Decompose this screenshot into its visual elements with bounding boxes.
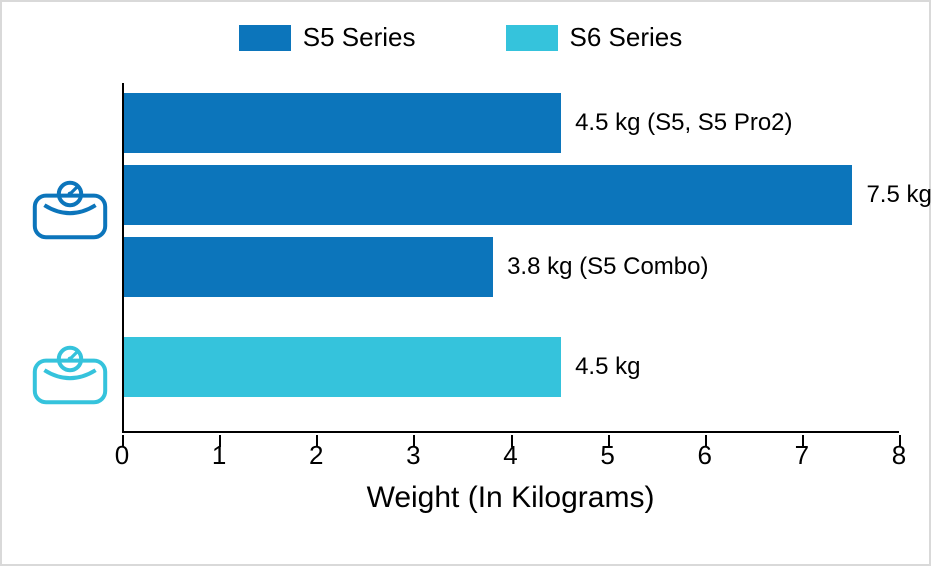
legend-label-s5: S5 Series (303, 22, 416, 53)
x-tick-label: 8 (892, 440, 906, 471)
bar-label-1: 7.5 kg (S5 Steam) (866, 181, 931, 209)
x-tick-label: 5 (600, 440, 614, 471)
scale-icon (30, 343, 110, 407)
legend-item-s6: S6 Series (506, 22, 683, 53)
legend-swatch-s6 (506, 25, 558, 51)
bar-label-3: 4.5 kg (575, 353, 640, 381)
plot-area: 0123456784.5 kg (S5, S5 Pro2)7.5 kg (S5 … (122, 83, 899, 463)
bar-s5-0 (124, 93, 561, 153)
bar-label-2: 3.8 kg (S5 Combo) (507, 253, 708, 281)
x-tick-label: 3 (406, 440, 420, 471)
scale-icon (30, 178, 110, 242)
x-tick-label: 2 (309, 440, 323, 471)
bar-label-0: 4.5 kg (S5, S5 Pro2) (575, 109, 792, 137)
chart-area: 0123456784.5 kg (S5, S5 Pro2)7.5 kg (S5 … (22, 83, 899, 463)
legend-label-s6: S6 Series (570, 22, 683, 53)
x-axis-label: Weight (In Kilograms) (122, 481, 899, 515)
bar-s6-3 (124, 337, 561, 397)
category-icons-column (22, 83, 122, 463)
bar-s5-2 (124, 237, 493, 297)
legend-swatch-s5 (239, 25, 291, 51)
legend: S5 Series S6 Series (22, 22, 899, 53)
x-tick-label: 1 (212, 440, 226, 471)
x-axis-line (122, 431, 899, 433)
x-tick-label: 6 (698, 440, 712, 471)
x-tick-label: 4 (503, 440, 517, 471)
x-tick-label: 7 (795, 440, 809, 471)
bar-s5-1 (124, 165, 852, 225)
x-tick-label: 0 (115, 440, 129, 471)
legend-item-s5: S5 Series (239, 22, 416, 53)
